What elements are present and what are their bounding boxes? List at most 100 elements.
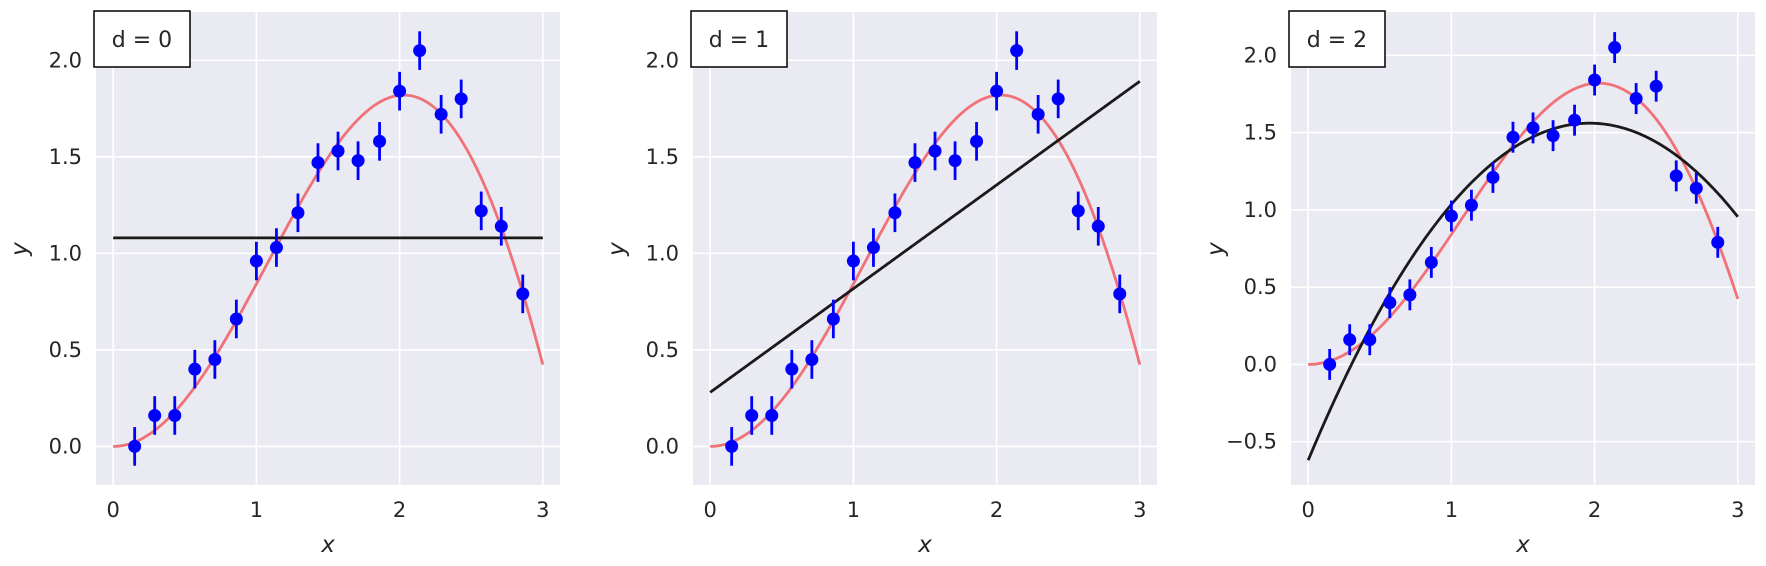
data-point (1669, 160, 1683, 192)
data-point (1010, 31, 1024, 70)
data-point (1546, 120, 1560, 152)
point-marker (373, 134, 387, 148)
fit-curve (709, 80, 1141, 394)
curves (113, 93, 545, 448)
point-marker (805, 353, 819, 367)
data-point (970, 122, 984, 161)
point-marker (1689, 181, 1703, 195)
y-tick-label: 2.0 (49, 48, 82, 72)
point-marker (928, 144, 942, 158)
curves (709, 80, 1142, 448)
data-point (1051, 79, 1065, 119)
data-point (1091, 206, 1105, 246)
point-marker (331, 144, 345, 158)
panel-label: d = 0 (93, 10, 191, 68)
true-function-curve (113, 93, 545, 448)
y-tick-label: 0.5 (1244, 275, 1277, 299)
y-axis-label: y (604, 242, 630, 257)
point-marker (1649, 79, 1663, 93)
data-point (249, 241, 263, 281)
panel-label-box (690, 10, 788, 68)
data-point (990, 71, 1004, 111)
x-tick-label: 2 (393, 498, 406, 522)
fit-curve (1306, 121, 1739, 461)
y-tick-label: 1.5 (646, 145, 679, 169)
y-tick-label: −0.5 (1226, 430, 1277, 454)
y-tick-label: 0.5 (49, 338, 82, 362)
point-marker (128, 439, 142, 453)
x-tick-label: 1 (250, 498, 263, 522)
data-point (128, 427, 142, 466)
y-tick-label: 1.5 (49, 145, 82, 169)
point-marker (291, 206, 305, 220)
point-marker (948, 154, 962, 168)
y-tick-label: 0.0 (646, 434, 679, 458)
data-point (1113, 274, 1127, 314)
point-marker (249, 254, 263, 268)
data-point (474, 191, 488, 231)
data-point (846, 241, 860, 281)
data-point (1031, 95, 1045, 134)
point-marker (1669, 169, 1683, 183)
plot-area (693, 12, 1157, 485)
y-tick-label: 2.0 (1244, 43, 1277, 67)
data-points (725, 31, 1127, 466)
panel-label: d = 1 (690, 10, 788, 68)
data-point (331, 131, 345, 171)
data-point (269, 228, 283, 267)
data-point (1343, 324, 1357, 356)
point-marker (1506, 130, 1520, 144)
point-marker (846, 254, 860, 268)
data-point (1711, 226, 1725, 258)
data-point (888, 193, 902, 233)
data-point (908, 143, 922, 182)
data-point (516, 274, 530, 314)
y-tick-label: 2.0 (646, 48, 679, 72)
y-tick-label: 0.0 (49, 434, 82, 458)
point-marker (454, 92, 468, 106)
point-marker (888, 206, 902, 220)
data-point (413, 31, 427, 70)
point-marker (1568, 113, 1582, 127)
data-point (393, 71, 407, 111)
data-point (208, 340, 222, 379)
x-tick-labels: 0 1 2 3 (703, 498, 1146, 522)
data-point (351, 141, 365, 180)
data-point (494, 206, 508, 246)
point-marker (908, 156, 922, 170)
data-point (1071, 191, 1085, 231)
panel-label-text: d = 1 (709, 28, 769, 53)
point-marker (188, 362, 202, 376)
point-marker (1071, 204, 1085, 218)
point-marker (1629, 92, 1643, 106)
point-marker (1383, 296, 1397, 310)
point-marker (516, 287, 530, 301)
point-marker (1343, 333, 1357, 347)
data-point (948, 141, 962, 180)
data-point (785, 349, 799, 389)
data-point (373, 122, 387, 161)
data-point (1629, 83, 1643, 115)
point-marker (1363, 333, 1377, 347)
point-marker (1010, 44, 1024, 58)
data-point (1383, 287, 1397, 319)
panel-label-box (93, 10, 191, 68)
data-point (1506, 121, 1520, 153)
point-marker (1031, 107, 1045, 121)
data-point (725, 427, 739, 466)
data-point (168, 396, 182, 435)
data-point (1444, 200, 1458, 232)
data-point (311, 143, 325, 182)
point-marker (1711, 235, 1725, 249)
y-axis-label: y (1203, 242, 1229, 257)
point-marker (826, 312, 840, 326)
point-marker (168, 408, 182, 422)
data-point (765, 396, 779, 435)
data-point (1323, 348, 1337, 380)
y-tick-label: 0.0 (1244, 352, 1277, 376)
y-tick-label: 1.5 (1244, 121, 1277, 145)
true-function-curve (1308, 81, 1740, 366)
point-marker (208, 353, 222, 367)
point-marker (474, 204, 488, 218)
